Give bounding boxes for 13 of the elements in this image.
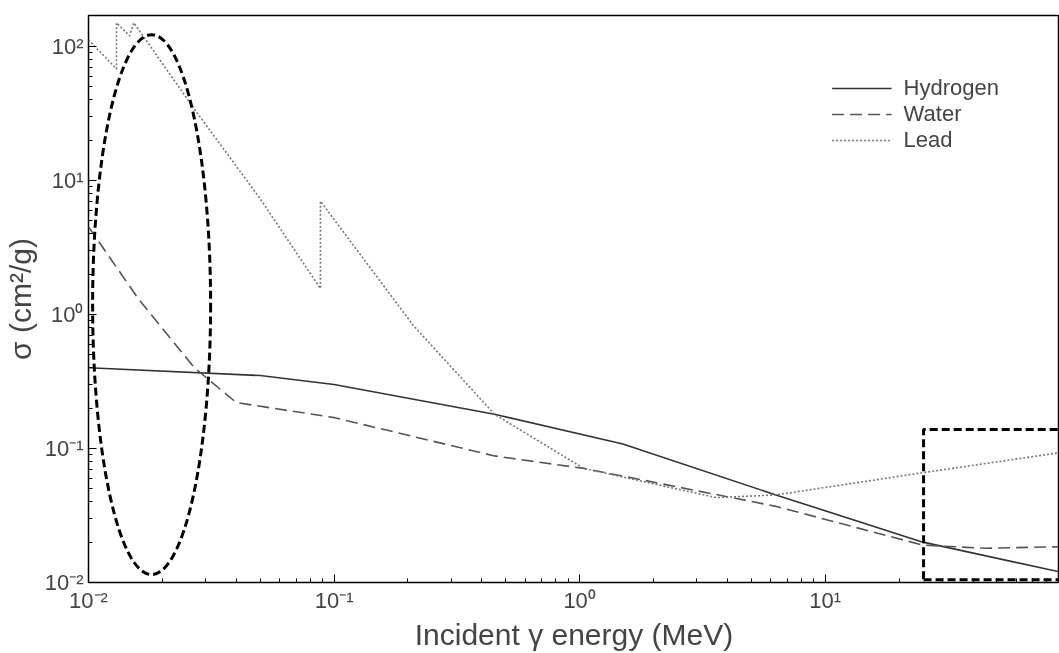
y-tick-label: 10¹	[51, 167, 84, 193]
y-tick-label: 10⁰	[51, 301, 84, 327]
x-axis-title: Incident γ energy (MeV)	[414, 617, 734, 651]
y-tick-label: 10⁻¹	[44, 435, 84, 461]
x-tick-label: 10⁻¹	[314, 587, 354, 613]
y-tick-label: 10²	[51, 33, 84, 59]
x-tick-label: 10⁰	[563, 587, 596, 613]
x-tick-label: 10⁻²	[69, 587, 108, 613]
x-tick-label: 10¹	[809, 587, 842, 613]
legend-label: Water	[903, 101, 962, 127]
y-axis-title: σ (cm²/g)	[3, 238, 37, 360]
legend-label: Hydrogen	[903, 75, 999, 101]
legend-label: Lead	[903, 127, 953, 153]
